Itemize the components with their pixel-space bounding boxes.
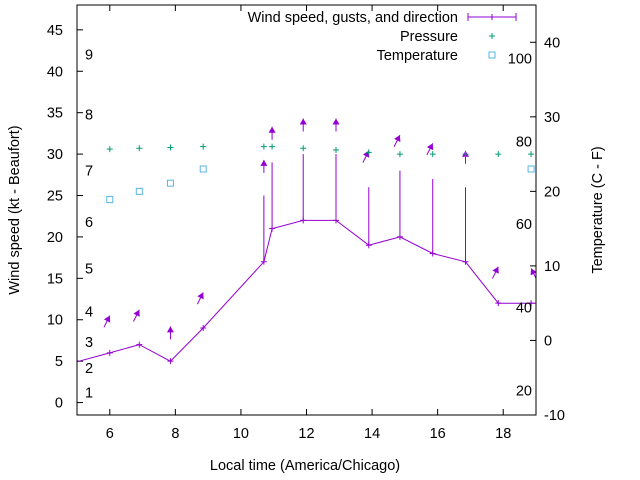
wind-point (495, 300, 502, 307)
fahrenheit-label: 40 (516, 301, 532, 317)
wind-direction-arrow (260, 159, 268, 173)
y2-tick-label: 0 (544, 333, 552, 349)
wind-direction-arrow (299, 118, 307, 132)
wind-direction-arrow (426, 143, 434, 156)
fahrenheit-label: 60 (516, 217, 532, 233)
beaufort-label: 3 (85, 335, 93, 351)
wind-direction-arrow (132, 309, 140, 322)
wind-point (200, 325, 207, 332)
legend-sample-temperature (488, 51, 496, 59)
beaufort-label: 6 (85, 215, 93, 231)
legend-label-wind: Wind speed, gusts, and direction (248, 10, 458, 26)
wind-line (77, 219, 536, 363)
y2-axis-label: Temperature (C - F) (590, 146, 606, 273)
x-tick-label: 12 (298, 426, 314, 442)
temperature-point (199, 165, 207, 173)
pressure-point (260, 143, 267, 150)
legend: Wind speed, gusts, and direction Pressur… (248, 10, 517, 64)
y2-tick-label: 40 (544, 35, 560, 51)
y2-tick-label: 10 (544, 259, 560, 275)
y-tick-label: 10 (47, 313, 63, 329)
x-tick-label: 14 (364, 426, 380, 442)
temperature-point (166, 179, 174, 187)
pressure-point (462, 151, 469, 158)
pressure-point (365, 149, 372, 156)
pressure-point (136, 145, 143, 152)
series-layer (77, 118, 536, 365)
wind-point (106, 349, 113, 356)
wind-direction-arrow (332, 118, 340, 132)
y-axis-label: Wind speed (kt - Beaufort) (7, 125, 23, 294)
plot-area (77, 5, 536, 415)
beaufort-label: 7 (85, 164, 93, 180)
wind-direction-arrow (166, 326, 174, 340)
y-tick-label: 20 (47, 230, 63, 246)
y-tick-label: 30 (47, 147, 63, 163)
y-tick-label: 35 (47, 106, 63, 122)
temperature-point (135, 187, 143, 195)
pressure-point (333, 146, 340, 153)
wind-point (167, 358, 174, 365)
beaufort-label: 1 (85, 386, 93, 402)
wind-direction-arrow (268, 126, 276, 140)
fahrenheit-label: 20 (516, 383, 532, 399)
y-tick-label: 15 (47, 271, 63, 287)
tick-labels: 6 8 10 12 14 16 18051015202530354045-100102030… (47, 23, 565, 442)
pressure-point (200, 143, 207, 150)
beaufort-label: 8 (85, 107, 93, 123)
temperature-point (106, 196, 114, 204)
pressure-point (528, 151, 535, 158)
wind-direction-arrow (393, 134, 401, 147)
beaufort-label: 5 (85, 261, 93, 277)
pressure-point (396, 151, 403, 158)
beaufort-label: 9 (85, 48, 93, 64)
wind-series (77, 118, 536, 365)
temperature-point (527, 165, 535, 173)
pressure-point (167, 144, 174, 151)
pressure-point (106, 146, 113, 153)
legend-label-temperature: Temperature (377, 48, 458, 64)
y2-tick-label: -10 (544, 408, 565, 424)
legend-label-pressure: Pressure (400, 29, 458, 45)
y-tick-label: 40 (47, 64, 63, 80)
y2-tick-label: 20 (544, 184, 560, 200)
fahrenheit-label: 80 (516, 134, 532, 150)
x-axis-label: Local time (America/Chicago) (210, 458, 400, 474)
wind-direction-arrow (196, 292, 204, 305)
fahrenheit-label: 100 (508, 52, 532, 68)
legend-sample-pressure (489, 33, 495, 39)
y-tick-label: 45 (47, 23, 63, 39)
wind-direction-arrow (491, 266, 499, 279)
x-tick-label: 10 (233, 426, 249, 442)
y-tick-label: 25 (47, 189, 63, 205)
x-tick-label: 6 (106, 426, 114, 442)
x-tick-label: 16 (430, 426, 446, 442)
y-tick-label: 5 (55, 354, 63, 370)
y-tick-label: 0 (55, 396, 63, 412)
x-tick-label: 18 (495, 426, 511, 442)
beaufort-label: 4 (85, 304, 93, 320)
y2-tick-label: 30 (544, 110, 560, 126)
pressure-point (269, 143, 276, 150)
wind-point (528, 300, 535, 307)
x-tick-label: 8 (171, 426, 179, 442)
wind-direction-arrow (103, 315, 111, 328)
legend-sample-wind-marks (467, 13, 517, 21)
plot-border (76, 4, 537, 416)
beaufort-label: 2 (85, 361, 93, 377)
wind-point (136, 341, 143, 348)
pressure-point (429, 151, 436, 158)
pressure-point (300, 145, 307, 152)
pressure-point (495, 151, 502, 158)
